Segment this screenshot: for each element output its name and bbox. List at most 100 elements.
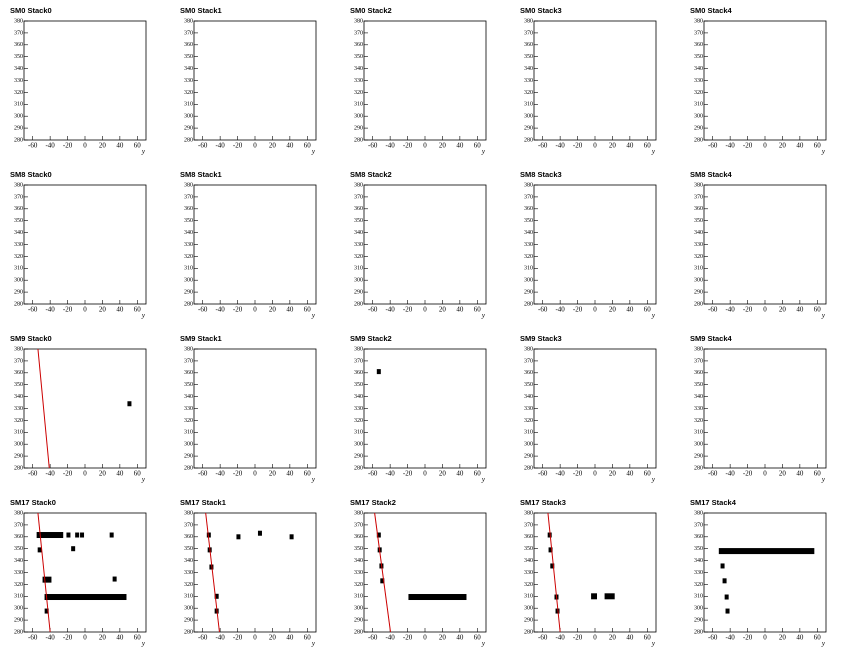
y-tick-label: 320	[524, 418, 533, 424]
x-tick-label: 0	[593, 634, 597, 642]
y-tick-label: 300	[354, 606, 363, 612]
y-tick-label: 320	[694, 254, 703, 260]
panel-title: SM8 Stack2	[350, 170, 392, 179]
y-tick-label: 380	[354, 346, 363, 352]
y-tick-label: 380	[694, 346, 703, 352]
plot-frame	[703, 348, 827, 469]
y-tick-label: 370	[694, 30, 703, 36]
y-tick-label: 320	[14, 582, 23, 588]
y-tick-label: 330	[694, 570, 703, 576]
y-tick-label: 360	[184, 206, 193, 212]
y-tick-label: 340	[524, 66, 533, 72]
y-tick-label: 330	[184, 406, 193, 412]
y-tick-label: 280	[354, 301, 363, 307]
x-tick-label: 20	[439, 306, 447, 314]
x-axis-label: y	[821, 476, 826, 484]
y-tick-label: 280	[694, 629, 703, 635]
y-tick-label: 330	[184, 78, 193, 84]
x-tick-label: 40	[626, 142, 634, 150]
hit	[214, 593, 219, 599]
y-tick-label: 320	[354, 418, 363, 424]
y-tick-label: 320	[694, 418, 703, 424]
x-tick-label: -60	[28, 142, 38, 150]
y-tick-label: 330	[694, 406, 703, 412]
y-tick-label: 370	[694, 522, 703, 528]
y-tick-label: 350	[694, 54, 703, 60]
plot-frame	[703, 512, 827, 633]
y-tick-label: 280	[354, 137, 363, 143]
x-tick-label: 0	[253, 306, 257, 314]
x-tick-label: -40	[385, 306, 395, 314]
x-tick-label: 40	[626, 634, 634, 642]
y-tick-label: 380	[184, 182, 193, 188]
x-tick-label: -20	[233, 470, 243, 478]
x-tick-label: 20	[609, 306, 617, 314]
x-tick-label: 60	[134, 470, 142, 478]
y-tick-label: 380	[694, 510, 703, 516]
x-tick-label: 40	[286, 306, 294, 314]
y-tick-label: 360	[14, 206, 23, 212]
y-tick-label: 310	[524, 594, 533, 600]
x-tick-label: -20	[403, 634, 413, 642]
y-tick-label: 290	[354, 453, 363, 459]
x-tick-label: -40	[215, 306, 225, 314]
y-tick-label: 340	[354, 394, 363, 400]
y-tick-label: 370	[184, 522, 193, 528]
x-tick-label: -40	[385, 470, 395, 478]
y-tick-label: 360	[14, 370, 23, 376]
plot-frame	[703, 184, 827, 305]
y-tick-label: 320	[14, 254, 23, 260]
hit	[724, 594, 729, 600]
y-tick-label: 320	[524, 254, 533, 260]
y-tick-label: 300	[354, 114, 363, 120]
x-tick-label: 20	[99, 306, 107, 314]
y-tick-label: 310	[184, 266, 193, 272]
y-tick-label: 290	[524, 289, 533, 295]
x-axis-label: y	[481, 312, 486, 320]
y-tick-label: 340	[694, 394, 703, 400]
x-tick-label: -20	[403, 306, 413, 314]
x-tick-label: 0	[423, 142, 427, 150]
hit-band	[604, 593, 615, 600]
x-tick-label: 20	[439, 634, 447, 642]
x-tick-label: 60	[814, 470, 822, 478]
x-tick-label: -20	[233, 306, 243, 314]
x-tick-label: -60	[28, 634, 38, 642]
x-axis-label: y	[311, 312, 316, 320]
x-axis-label: y	[141, 312, 146, 320]
hit	[257, 530, 262, 536]
x-tick-label: 0	[83, 306, 87, 314]
x-axis-label: y	[821, 148, 826, 156]
hit	[547, 532, 552, 538]
y-tick-label: 360	[694, 206, 703, 212]
y-tick-label: 300	[184, 442, 193, 448]
y-tick-label: 370	[14, 358, 23, 364]
y-tick-label: 370	[524, 30, 533, 36]
x-tick-label: 0	[83, 470, 87, 478]
y-tick-label: 350	[14, 382, 23, 388]
y-tick-label: 280	[524, 629, 533, 635]
y-tick-label: 360	[524, 370, 533, 376]
y-tick-label: 300	[694, 606, 703, 612]
y-tick-label: 340	[694, 230, 703, 236]
y-tick-label: 340	[354, 230, 363, 236]
y-tick-label: 290	[694, 289, 703, 295]
y-tick-label: 310	[184, 430, 193, 436]
y-tick-label: 370	[14, 522, 23, 528]
y-tick-label: 330	[184, 242, 193, 248]
y-tick-label: 300	[694, 442, 703, 448]
plot-frame	[533, 20, 657, 141]
y-tick-label: 350	[354, 54, 363, 60]
x-tick-label: -20	[63, 634, 73, 642]
y-tick-label: 380	[694, 18, 703, 24]
y-tick-label: 310	[354, 594, 363, 600]
y-tick-label: 310	[694, 266, 703, 272]
y-tick-label: 370	[14, 194, 23, 200]
x-tick-label: -20	[743, 470, 753, 478]
y-tick-label: 280	[354, 629, 363, 635]
x-tick-label: 60	[134, 634, 142, 642]
y-tick-label: 320	[354, 582, 363, 588]
panel-title: SM0 Stack4	[690, 6, 733, 15]
hit	[112, 576, 117, 582]
